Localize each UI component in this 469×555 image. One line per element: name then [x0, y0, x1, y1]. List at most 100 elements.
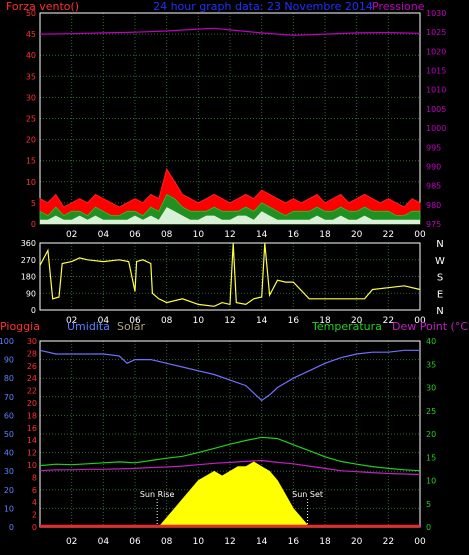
wind-axis-tick: 30 [26, 93, 36, 102]
temperature-line [39, 436, 421, 472]
wind-axis-tick: 25 [26, 115, 36, 124]
wind-axis-tick: 50 [26, 9, 36, 18]
hour-tick-label: 20 [351, 316, 363, 326]
hour-tick-label: 10 [193, 316, 205, 326]
temperature-axis-tick: 0 [426, 523, 431, 532]
wind-gust-area [39, 167, 421, 225]
rain-axis-tick: 18 [27, 411, 37, 420]
rain-axis-tick: 30 [27, 337, 37, 346]
pressure-axis-tick: 990 [426, 162, 441, 171]
humidity-axis-tick: 80 [4, 374, 14, 383]
hour-tick-label: 08 [161, 316, 173, 326]
hour-tick-label: 06 [129, 230, 141, 240]
hour-tick-label: 12 [224, 316, 235, 326]
hour-tick-label: 18 [319, 316, 331, 326]
solar-title: Solar [117, 320, 146, 333]
rain-axis-tick: 28 [27, 349, 37, 358]
hour-tick-label: 10 [193, 537, 205, 547]
wind-direction-line [39, 242, 421, 307]
humidity-temperature-panel: 0102030405060708090100024681012141618202… [0, 337, 436, 547]
wind-axis-tick: 35 [26, 72, 36, 81]
hour-tick-label: 22 [383, 537, 394, 547]
rain-axis-tick: 8 [32, 473, 37, 482]
compass-label: E [437, 289, 443, 300]
hour-tick-label: 06 [129, 537, 141, 547]
pressure-axis-tick: 1015 [426, 67, 446, 76]
dewpoint-title: Dew Point (°C) [392, 320, 469, 333]
compass-label: S [437, 273, 443, 284]
temperature-axis-tick: 10 [426, 477, 436, 486]
hour-tick-label: 04 [98, 230, 110, 240]
hour-tick-label: 04 [98, 537, 110, 547]
hour-tick-label: 14 [256, 316, 268, 326]
hour-tick-label: 16 [288, 537, 300, 547]
rain-axis-tick: 6 [32, 486, 37, 495]
plot-frame [39, 242, 421, 311]
wind-axis-tick: 15 [26, 157, 36, 166]
pressure-axis-tick: 995 [426, 143, 441, 152]
humidity-axis-tick: 50 [4, 430, 14, 439]
rain-axis-tick: 14 [27, 436, 37, 445]
humidity-axis-tick: 60 [4, 411, 14, 420]
rain-axis-tick: 10 [27, 461, 37, 470]
temperature-axis-tick: 30 [426, 384, 436, 393]
hour-tick-label: 22 [383, 230, 394, 240]
direction-axis-tick: 0 [31, 306, 36, 315]
direction-axis-tick: 360 [21, 239, 36, 248]
hour-tick-label: 00 [414, 230, 426, 240]
hour-tick-label: 16 [288, 316, 300, 326]
hour-tick-label: 10 [193, 230, 205, 240]
hour-tick-label: 22 [383, 316, 394, 326]
wind-speed-area [40, 207, 420, 224]
sunrise-label: Sun Rise [140, 490, 175, 499]
wind-axis-tick: 5 [31, 199, 36, 208]
humidity-axis-tick: 100 [0, 337, 14, 346]
wind-axis-tick: 45 [26, 30, 36, 39]
temperature-title: Temperatura [311, 320, 382, 333]
rain-axis-tick: 22 [27, 387, 37, 396]
direction-axis-tick: 90 [26, 289, 36, 298]
hour-tick-label: 14 [256, 230, 268, 240]
hour-tick-label: 00 [414, 537, 426, 547]
pressure-axis-tick: 1005 [426, 105, 446, 114]
pressure-axis-tick: 1010 [426, 86, 446, 95]
direction-axis-tick: 180 [21, 273, 36, 282]
pressure-line [39, 27, 421, 36]
hour-tick-label: 08 [161, 230, 173, 240]
rain-axis-tick: 16 [27, 424, 37, 433]
hour-tick-label: 20 [351, 537, 363, 547]
rain-axis-tick: 20 [27, 399, 37, 408]
rain-axis-tick: 26 [27, 362, 37, 371]
pressure-title: Pressione [372, 0, 425, 13]
wind-force-title: Forza vento() [6, 0, 79, 13]
hour-tick-label: 02 [66, 537, 77, 547]
hour-tick-label: 14 [256, 537, 268, 547]
rain-axis-tick: 0 [32, 523, 37, 532]
pressure-axis-tick: 1030 [426, 9, 446, 18]
hour-tick-label: 18 [319, 230, 331, 240]
temperature-axis-tick: 40 [426, 337, 436, 346]
temperature-axis-tick: 35 [426, 360, 436, 369]
dewpoint-line [39, 459, 421, 476]
hour-tick-label: 08 [161, 537, 173, 547]
rain-axis-tick: 4 [32, 498, 37, 507]
hour-tick-label: 12 [224, 230, 235, 240]
pressure-axis-tick: 975 [426, 220, 441, 229]
rain-axis-tick: 12 [27, 449, 37, 458]
humidity-line [39, 349, 420, 402]
humidity-axis-tick: 90 [4, 356, 14, 365]
pressure-axis-tick: 985 [426, 182, 441, 191]
hour-tick-label: 12 [224, 537, 235, 547]
hour-tick-label: 06 [129, 316, 141, 326]
direction-axis-tick: 270 [21, 256, 36, 265]
temperature-axis-tick: 15 [426, 453, 436, 462]
pressure-axis-tick: 1025 [426, 28, 446, 37]
humidity-title: Umidita [67, 320, 110, 333]
compass-label: W [435, 256, 445, 267]
wind-axis-tick: 40 [26, 51, 36, 60]
wind-axis-tick: 0 [31, 220, 36, 229]
hour-tick-label: 02 [66, 316, 77, 326]
pressure-axis-tick: 980 [426, 201, 441, 210]
